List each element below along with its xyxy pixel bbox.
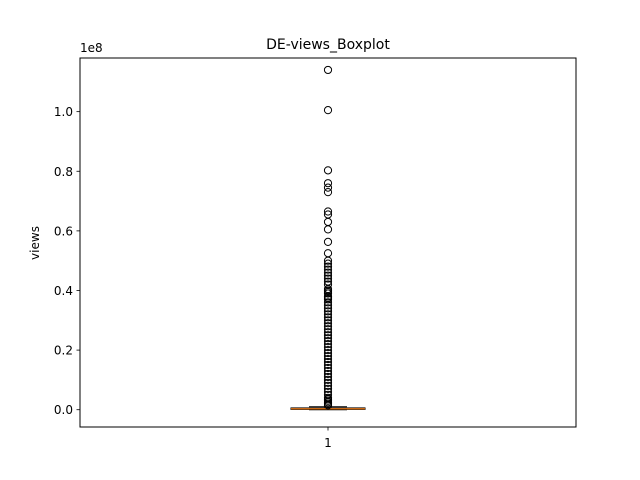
outlier-point — [323, 259, 333, 268]
outlier-point — [323, 351, 333, 361]
outlier-point — [323, 360, 333, 370]
outlier-point — [323, 401, 333, 410]
outlier-point — [323, 384, 333, 393]
outlier-point — [323, 301, 333, 310]
plot-area — [290, 65, 366, 411]
outlier-point — [323, 179, 333, 188]
outlier-point — [323, 298, 333, 307]
outlier-point — [323, 381, 333, 390]
outlier-point — [323, 366, 333, 376]
y-axis-ticks: 0.0 0.2 0.4 0.6 0.8 1.0 — [54, 105, 80, 417]
outlier-point — [323, 265, 333, 274]
x-axis-ticks: 1 — [324, 427, 332, 450]
outlier-point — [323, 337, 333, 346]
outlier-point — [323, 166, 333, 175]
outlier-point — [323, 334, 333, 343]
outlier-point — [323, 183, 333, 192]
y-tick-label: 0.2 — [54, 344, 73, 358]
outlier-point — [323, 65, 333, 75]
outlier-point — [323, 378, 333, 387]
outlier-point — [323, 271, 333, 280]
outlier-point — [323, 346, 333, 355]
outlier-point — [323, 343, 333, 352]
y-axis-offset-label: 1e8 — [80, 41, 103, 55]
outlier-point — [323, 217, 333, 227]
outlier-point — [323, 331, 333, 340]
outlier-point — [323, 262, 333, 271]
outlier-point — [323, 369, 333, 379]
outlier-point — [323, 316, 333, 325]
y-tick-label: 1.0 — [54, 105, 73, 119]
y-axis-label: views — [28, 226, 42, 260]
outlier-point — [323, 249, 333, 258]
outlier-point — [323, 268, 333, 277]
outlier-point — [323, 304, 333, 313]
outlier-point — [323, 363, 333, 373]
outlier-point — [323, 188, 333, 197]
outlier-point — [323, 375, 333, 385]
outlier-point — [323, 225, 333, 234]
chart-title: DE-views_Boxplot — [266, 37, 390, 53]
outlier-point — [323, 313, 333, 322]
outlier-point — [323, 357, 333, 367]
outlier-point — [323, 372, 333, 382]
y-tick-label: 0.8 — [54, 165, 73, 179]
outlier-point — [323, 274, 333, 283]
outlier-point — [323, 322, 333, 331]
y-tick-label: 0.4 — [54, 284, 73, 298]
x-tick-label: 1 — [324, 436, 332, 450]
outlier-point — [323, 325, 333, 334]
outlier-point — [323, 328, 333, 337]
axes-frame — [79, 57, 577, 428]
outlier-point — [323, 354, 333, 364]
outlier-point — [323, 348, 333, 358]
outlier-point — [323, 106, 333, 115]
y-tick-label: 0.0 — [54, 403, 73, 417]
outlier-point — [323, 319, 333, 328]
outlier-point — [323, 207, 333, 216]
outlier-point — [323, 307, 333, 316]
outlier-point — [323, 256, 333, 265]
outlier-point — [323, 289, 333, 298]
y-tick-label: 0.6 — [54, 224, 73, 238]
outlier-point — [323, 237, 333, 247]
outlier-point — [323, 310, 333, 319]
outlier-point — [323, 295, 333, 304]
outlier-point — [323, 340, 333, 349]
